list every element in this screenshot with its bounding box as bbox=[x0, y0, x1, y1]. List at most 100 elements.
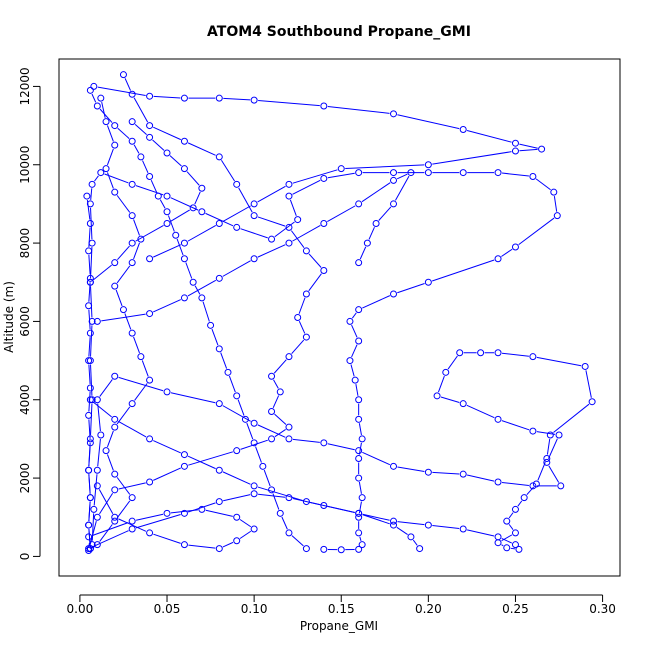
data-point bbox=[302, 498, 310, 506]
data-point bbox=[128, 400, 136, 408]
data-point bbox=[86, 439, 94, 447]
series-segment bbox=[291, 339, 305, 355]
data-point bbox=[97, 431, 105, 439]
data-point bbox=[180, 451, 188, 459]
series-segment bbox=[397, 283, 425, 294]
data-point bbox=[355, 169, 363, 177]
series-segment bbox=[170, 197, 199, 211]
series-segment bbox=[432, 471, 460, 475]
data-point bbox=[180, 255, 188, 263]
series-segment bbox=[257, 486, 303, 501]
series-segment bbox=[547, 438, 558, 459]
series-segment bbox=[90, 207, 93, 240]
data-point bbox=[250, 200, 258, 208]
x-axis-label: Propane_GMI bbox=[300, 619, 378, 633]
series-segment bbox=[431, 259, 495, 282]
series-segment bbox=[501, 534, 513, 542]
series-segment bbox=[88, 529, 91, 545]
series-segment bbox=[239, 519, 252, 528]
y-tick-label: 12000 bbox=[18, 67, 32, 105]
series-segment bbox=[92, 530, 129, 548]
data-point bbox=[390, 110, 398, 118]
series-segment bbox=[97, 403, 101, 432]
series-segment bbox=[116, 406, 131, 425]
series-segment bbox=[432, 151, 512, 165]
series-segment bbox=[98, 489, 114, 514]
series-segment bbox=[351, 324, 358, 338]
data-point bbox=[250, 212, 258, 220]
data-point bbox=[588, 398, 596, 406]
data-point bbox=[459, 525, 467, 533]
y-tick-label: 8000 bbox=[18, 228, 32, 259]
series-segment bbox=[222, 260, 251, 277]
data-point bbox=[146, 255, 154, 263]
data-point bbox=[102, 165, 110, 173]
data-point bbox=[215, 545, 223, 553]
series-segment bbox=[92, 522, 129, 536]
series-segment bbox=[116, 195, 131, 213]
data-point bbox=[390, 176, 398, 184]
data-point bbox=[111, 122, 119, 130]
series-segment bbox=[292, 179, 321, 195]
data-point bbox=[128, 137, 136, 145]
series-segment bbox=[289, 199, 297, 217]
data-point bbox=[424, 169, 432, 177]
series-segment bbox=[501, 481, 529, 486]
data-point bbox=[538, 145, 546, 153]
series-segment bbox=[93, 474, 98, 506]
data-point bbox=[346, 357, 354, 365]
series-6 bbox=[90, 82, 546, 263]
data-point bbox=[285, 423, 293, 431]
data-point bbox=[90, 505, 98, 513]
series-segment bbox=[153, 467, 181, 481]
data-point bbox=[137, 153, 145, 161]
series-segment bbox=[116, 477, 131, 495]
data-point bbox=[180, 165, 188, 173]
data-point bbox=[503, 544, 511, 552]
data-point bbox=[85, 302, 93, 310]
series-segment bbox=[298, 320, 306, 334]
x-axis: 0.00 0.05 0.10 0.15 0.20 0.25 0.30 bbox=[67, 594, 616, 616]
series-segment bbox=[106, 172, 114, 189]
series-segment bbox=[355, 384, 359, 396]
data-point bbox=[543, 455, 551, 462]
data-point bbox=[529, 427, 537, 435]
data-point bbox=[180, 239, 188, 247]
series-segment bbox=[159, 199, 166, 209]
data-point bbox=[86, 86, 94, 94]
data-point bbox=[294, 314, 302, 321]
series-segment bbox=[153, 95, 181, 99]
data-point bbox=[494, 415, 502, 423]
data-point bbox=[93, 482, 101, 490]
data-point bbox=[86, 200, 94, 208]
data-point bbox=[128, 212, 136, 220]
data-point bbox=[233, 180, 241, 188]
series-segment bbox=[90, 403, 93, 435]
series-segment bbox=[115, 289, 123, 307]
data-point bbox=[215, 220, 223, 227]
data-point bbox=[285, 435, 293, 443]
data-point bbox=[302, 333, 310, 341]
data-point bbox=[390, 200, 398, 208]
data-point bbox=[111, 415, 119, 423]
series-segment bbox=[359, 536, 362, 541]
series-segment bbox=[351, 344, 358, 358]
series-segment bbox=[133, 242, 140, 260]
x-tick-label: 0.10 bbox=[241, 602, 268, 616]
data-point bbox=[233, 392, 241, 400]
data-point bbox=[88, 180, 96, 188]
data-point bbox=[86, 494, 94, 502]
series-segment bbox=[501, 352, 529, 357]
data-point bbox=[146, 529, 154, 537]
data-point bbox=[111, 141, 119, 149]
data-point bbox=[320, 545, 328, 553]
series-9 bbox=[86, 396, 424, 553]
series-segment bbox=[362, 451, 391, 466]
data-point bbox=[268, 235, 276, 243]
data-point bbox=[302, 290, 310, 298]
series-segment bbox=[142, 160, 149, 174]
data-point bbox=[215, 94, 223, 102]
series-segment bbox=[255, 446, 262, 463]
data-point bbox=[555, 431, 563, 439]
data-point bbox=[85, 466, 93, 474]
